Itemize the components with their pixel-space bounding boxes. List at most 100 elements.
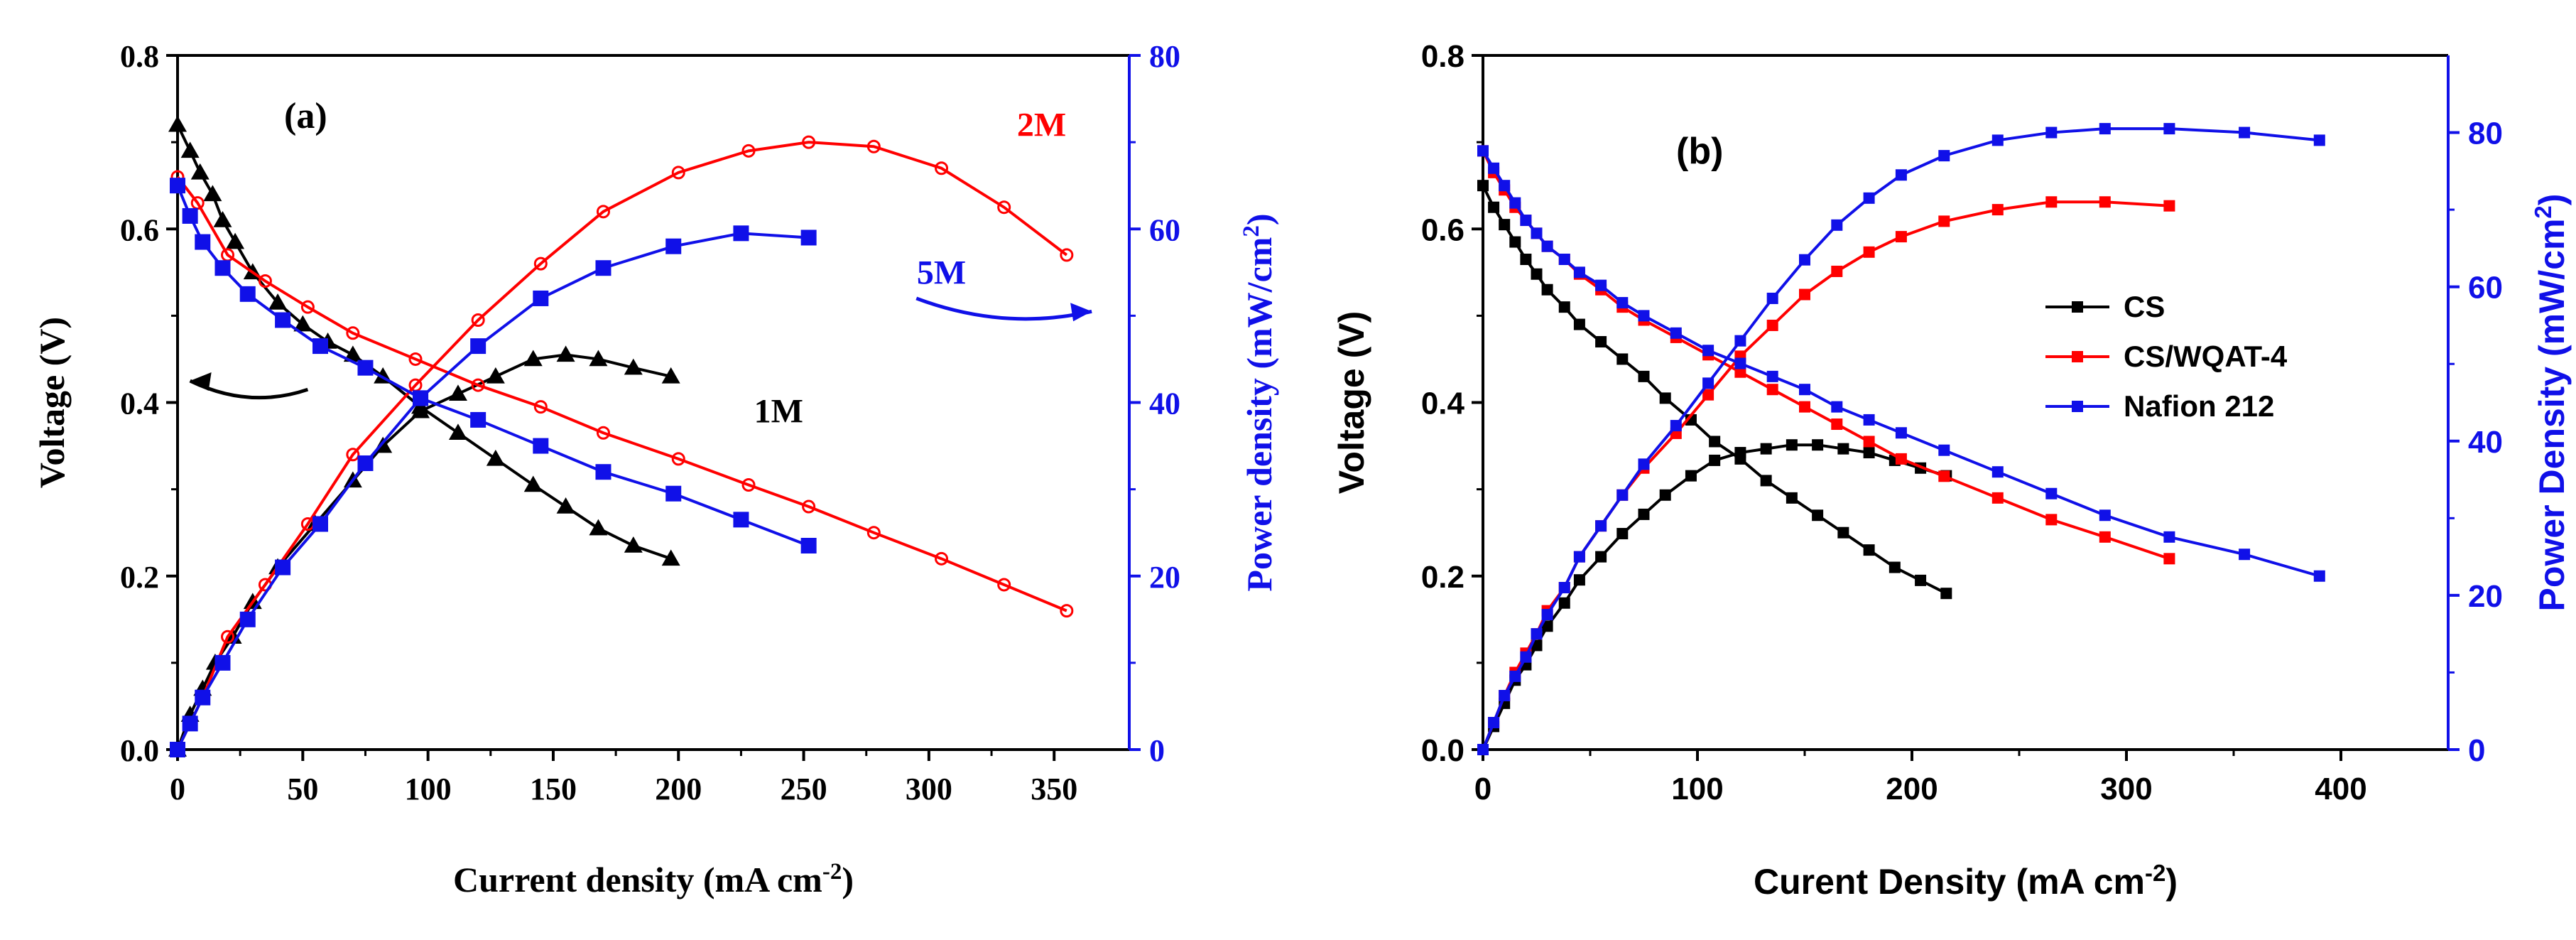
data-point: [1766, 319, 1778, 331]
data-point: [1060, 248, 1074, 262]
x-tick-label: 200: [655, 772, 702, 806]
y2-tick-label: 0: [2468, 733, 2485, 768]
data-point: [1499, 180, 1511, 192]
data-point: [1786, 492, 1798, 504]
data-point: [1734, 366, 1746, 378]
data-point: [1541, 609, 1553, 621]
data-point: [239, 286, 256, 302]
annotation-arrow: [915, 296, 1092, 321]
data-point: [1488, 201, 1500, 213]
data-point: [1895, 169, 1907, 181]
data-point: [1558, 582, 1570, 594]
series-line: [1482, 150, 2170, 561]
data-point: [213, 211, 232, 227]
x-axis-title-xlabel_close: ): [842, 860, 854, 900]
data-point: [1488, 717, 1500, 729]
data-point: [2099, 196, 2111, 208]
data-point: [1766, 384, 1778, 396]
y2-axis-title-y2label_sup: 2: [2530, 205, 2556, 218]
chart-panel-b: 0 100 200 300 400 0.0 0.2 0.4 0.6 0.8 0 20 40 60 80 Cur…: [1332, 39, 2572, 902]
data-point: [1509, 236, 1521, 248]
data-point: [1799, 288, 1810, 301]
data-point: [346, 326, 360, 340]
data-point: [2045, 487, 2058, 499]
series-cs-wqat-4-power: [1477, 196, 2175, 755]
data-point: [170, 178, 185, 194]
data-point: [268, 293, 288, 310]
data-point: [1888, 561, 1901, 573]
data-point: [1938, 150, 1950, 162]
data-point: [624, 536, 643, 553]
data-point: [533, 290, 549, 306]
x-axis-title-xlabel_sup: -2: [822, 859, 842, 885]
data-point: [1812, 509, 1824, 522]
series-nafion-212-voltage: [1477, 145, 2325, 582]
data-point: [1638, 508, 1650, 520]
data-point: [1734, 357, 1746, 369]
data-point: [800, 538, 817, 554]
data-point: [1766, 370, 1778, 382]
series-1m-voltage: [168, 115, 680, 566]
data-point: [866, 526, 881, 540]
data-point: [1915, 574, 1927, 586]
x-tick-label: 50: [287, 772, 318, 806]
data-point: [1991, 466, 2004, 478]
data-point: [2163, 200, 2175, 212]
y-tick-label: 0.4: [120, 387, 159, 421]
data-point: [221, 630, 235, 644]
x-axis-title: Current density (mA cm-2): [453, 859, 854, 900]
data-point: [1573, 266, 1585, 279]
data-point: [589, 519, 608, 536]
data-point: [1638, 370, 1650, 382]
data-point: [411, 401, 430, 418]
data-point: [1863, 192, 1875, 204]
data-point: [180, 141, 200, 158]
y2-axis-title-y2label_close: ): [1239, 213, 1279, 225]
data-point: [596, 205, 610, 219]
data-point: [1659, 392, 1671, 404]
y2-axis-title-y2label: Power density (mW/cm: [1239, 237, 1279, 592]
data-point: [1520, 253, 1532, 265]
data-point: [275, 559, 291, 576]
y2-tick-label: 20: [1149, 560, 1180, 595]
data-point: [1638, 310, 1650, 322]
chart-panel-a: 0 50 100 150 200 250 300 350 0.0 0.2 0.4 0.6 0.8 0 20 4…: [32, 39, 1279, 900]
y-tick-label: 0.4: [1421, 387, 1465, 421]
legend-entry: Nafion 212: [2124, 389, 2274, 423]
data-point: [168, 115, 187, 132]
x-tick-label: 350: [1031, 772, 1077, 806]
x-tick-label: 100: [405, 772, 452, 806]
y-tick-label: 0.8: [120, 39, 159, 74]
data-point: [741, 478, 756, 492]
y2-tick-label: 20: [2468, 579, 2503, 614]
data-point: [2045, 126, 2058, 139]
data-point: [1831, 265, 1843, 277]
data-point: [182, 207, 198, 224]
x-tick-label: 200: [1886, 772, 1938, 806]
data-point: [1702, 389, 1714, 401]
data-point: [1938, 444, 1950, 456]
legend-entry: CS: [2124, 290, 2165, 323]
data-point: [1831, 418, 1843, 431]
data-point: [665, 238, 682, 254]
data-point: [671, 166, 685, 180]
data-point: [1895, 427, 1907, 439]
data-point: [1531, 628, 1543, 640]
legend-swatch-marker: [2072, 401, 2083, 412]
data-point: [1831, 219, 1843, 231]
data-point: [275, 312, 291, 328]
data-point: [448, 384, 467, 401]
y-tick-label: 0.0: [120, 733, 159, 768]
data-point: [1595, 520, 1607, 532]
data-point: [1531, 227, 1543, 239]
data-point: [595, 260, 612, 276]
data-point: [1863, 544, 1875, 556]
series-line: [176, 141, 1068, 750]
annotation-arrowhead: [190, 372, 212, 391]
data-point: [2163, 531, 2175, 543]
data-point: [1786, 439, 1798, 451]
series-cs-power: [1477, 439, 1952, 755]
data-point: [1541, 240, 1553, 252]
data-point: [448, 423, 467, 440]
